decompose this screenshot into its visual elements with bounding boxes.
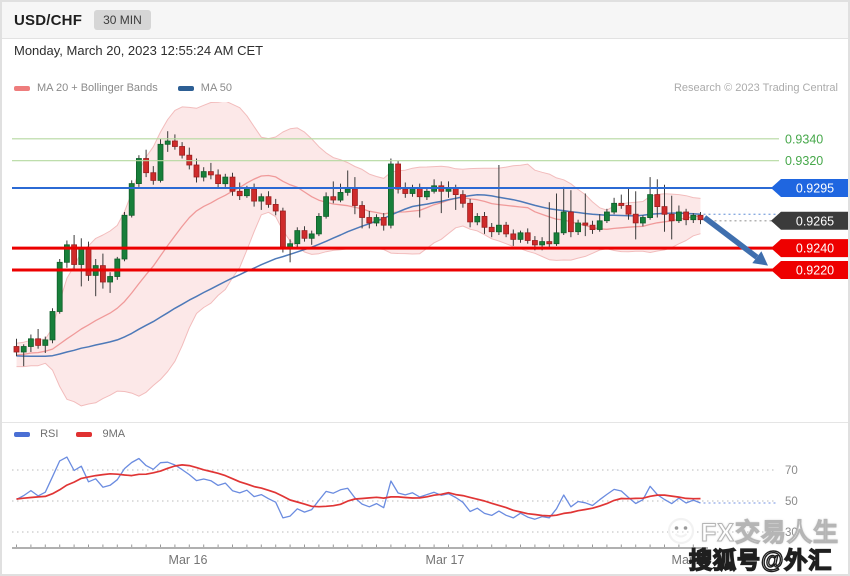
watermark-line1: FX交易人生 [666, 513, 839, 549]
legend-item-ma20-bollinger: MA 20 + Bollinger Bands [14, 82, 158, 94]
svg-text:70: 70 [785, 465, 798, 477]
rsi-panel: RSI 9MA 70 50 30 Mar 16 Mar 17 Mar 20 [2, 422, 848, 574]
svg-text:0.9295: 0.9295 [796, 182, 834, 196]
smiley-icon [667, 517, 695, 545]
svg-text:0.9240: 0.9240 [796, 242, 834, 256]
ma50-swatch [177, 85, 194, 91]
legend-item-9ma: 9MA [76, 428, 125, 440]
legend-item-ma50: MA 50 [177, 82, 232, 94]
svg-text:Mar 16: Mar 16 [169, 553, 208, 567]
main-price-chart: 0.9340 0.9320 0.9295 0.9265 0.9240 0.9220 [2, 102, 848, 424]
timeframe-badge[interactable]: 30 MIN [94, 10, 151, 30]
main-legend: MA 20 + Bollinger Bands MA 50 [14, 82, 232, 94]
watermark-line2: 搜狐号@外汇达人 [688, 546, 833, 573]
legend-label: MA 50 [200, 82, 232, 94]
nine-ma-swatch [76, 432, 93, 437]
svg-text:0.9265: 0.9265 [796, 214, 834, 228]
ma20-bollinger-swatch [14, 85, 30, 91]
rsi-legend: RSI 9MA [14, 428, 125, 440]
svg-text:30: 30 [785, 527, 798, 539]
symbol-title: USD/CHF [14, 11, 83, 29]
rsi-chart: 70 50 30 Mar 16 Mar 17 Mar 20 [2, 423, 848, 574]
research-credit: Research © 2023 Trading Central [673, 82, 838, 94]
rsi-swatch [14, 432, 30, 437]
svg-text:0.9340: 0.9340 [785, 132, 823, 146]
legend-label: RSI [40, 428, 59, 440]
legend-label: MA 20 + Bollinger Bands [37, 82, 158, 94]
svg-text:0.9320: 0.9320 [785, 154, 823, 168]
timestamp: Monday, March 20, 2023 12:55:24 AM CET [14, 43, 264, 58]
legend-item-rsi: RSI [14, 428, 58, 440]
svg-text:Mar 20: Mar 20 [672, 553, 711, 567]
svg-text:0.9220: 0.9220 [796, 264, 834, 278]
svg-text:Mar 17: Mar 17 [426, 553, 465, 567]
svg-text:50: 50 [785, 496, 798, 508]
header: USD/CHF 30 MIN [2, 2, 848, 39]
legend-label: 9MA [102, 428, 126, 440]
